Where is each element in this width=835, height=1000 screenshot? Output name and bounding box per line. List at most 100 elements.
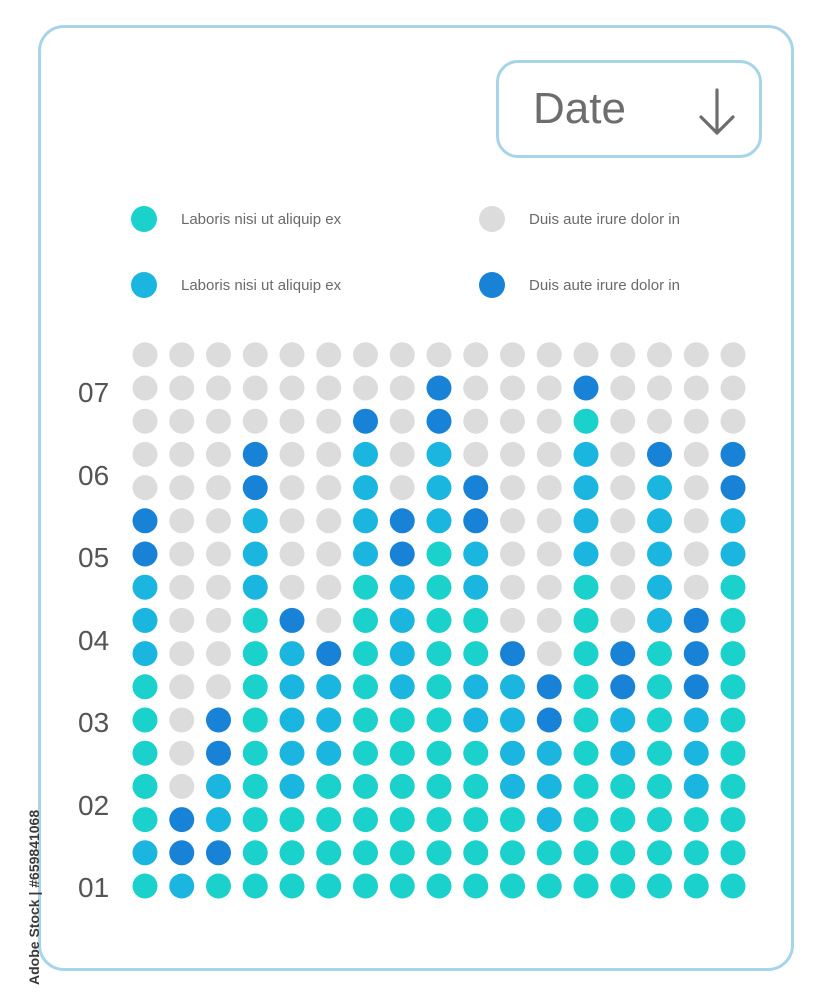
dot-light-blue xyxy=(426,441,452,467)
date-sort-button[interactable]: Date xyxy=(496,60,762,158)
dot-teal xyxy=(720,807,746,833)
dot-teal xyxy=(426,840,452,866)
dot-empty xyxy=(536,342,562,368)
arrow-down-icon xyxy=(699,88,735,135)
dot-teal xyxy=(242,773,268,799)
y-tick-label: 06 xyxy=(78,460,110,491)
dot-blue xyxy=(389,541,415,567)
dot-teal xyxy=(132,807,158,833)
dot-teal xyxy=(573,574,599,600)
legend-label: Laboris nisi ut aliquip ex xyxy=(181,276,342,294)
dot-blue xyxy=(610,641,636,667)
dot-empty xyxy=(316,408,342,434)
dot-empty xyxy=(316,475,342,501)
dot-teal xyxy=(720,873,746,899)
dot-teal xyxy=(573,807,599,833)
dot-teal xyxy=(242,607,268,633)
dot-teal xyxy=(426,873,452,899)
dot-teal xyxy=(463,873,489,899)
dot-empty xyxy=(610,508,636,534)
dot-teal xyxy=(720,840,746,866)
dot-teal xyxy=(683,840,709,866)
dot-blue xyxy=(647,441,672,467)
dot-empty xyxy=(206,641,231,667)
dot-empty xyxy=(463,375,489,401)
dot-light-blue xyxy=(720,541,746,567)
dot-empty xyxy=(500,607,525,633)
dot-empty xyxy=(242,342,268,368)
dot-teal xyxy=(389,740,415,766)
dot-teal xyxy=(573,641,599,667)
dot-empty xyxy=(242,408,268,434)
dot-light-blue xyxy=(132,641,158,667)
dot-empty xyxy=(683,574,709,600)
dot-light-blue xyxy=(720,508,746,534)
dot-teal xyxy=(132,773,158,799)
dot-empty xyxy=(279,342,305,368)
dot-empty xyxy=(206,342,231,368)
dot-teal xyxy=(647,807,672,833)
dot-empty xyxy=(610,408,636,434)
dot-light-blue xyxy=(573,475,599,501)
dot-teal xyxy=(426,740,452,766)
dot-blue xyxy=(426,375,452,401)
dot-teal xyxy=(426,641,452,667)
watermark-id: Adobe Stock | #659841068 xyxy=(26,809,42,985)
dot-teal xyxy=(720,773,746,799)
dot-empty xyxy=(242,375,268,401)
dot-empty xyxy=(169,541,195,567)
dot-empty xyxy=(169,475,195,501)
dot-light-blue xyxy=(683,740,709,766)
dot-empty xyxy=(132,375,158,401)
dot-teal xyxy=(720,707,746,733)
dot-teal xyxy=(353,674,378,700)
dot-empty xyxy=(500,408,525,434)
dot-light-blue xyxy=(316,740,342,766)
dot-light-blue xyxy=(389,607,415,633)
dot-light-blue xyxy=(683,773,709,799)
dot-teal xyxy=(353,607,378,633)
dot-teal xyxy=(389,873,415,899)
dot-light-blue xyxy=(683,707,709,733)
dot-empty xyxy=(279,541,305,567)
dot-empty xyxy=(132,342,158,368)
dot-empty xyxy=(132,408,158,434)
dot-teal xyxy=(389,773,415,799)
dot-empty xyxy=(536,441,562,467)
dot-empty xyxy=(610,541,636,567)
dot-empty xyxy=(353,375,378,401)
dot-light-blue xyxy=(279,674,305,700)
dot-light-blue xyxy=(353,508,378,534)
dot-empty xyxy=(169,574,195,600)
dot-empty xyxy=(206,541,231,567)
dot-light-blue xyxy=(463,574,489,600)
dot-light-blue xyxy=(536,773,562,799)
dot-empty xyxy=(279,375,305,401)
dot-light-blue xyxy=(500,740,525,766)
dot-light-blue xyxy=(389,574,415,600)
dot-blue xyxy=(536,674,562,700)
dot-teal xyxy=(316,807,342,833)
dot-empty xyxy=(463,441,489,467)
dot-empty xyxy=(683,408,709,434)
dot-blue xyxy=(279,607,305,633)
dot-empty xyxy=(683,441,709,467)
dot-teal xyxy=(720,574,746,600)
dot-empty xyxy=(720,342,746,368)
dot-empty xyxy=(206,441,231,467)
dot-light-blue xyxy=(242,574,268,600)
dot-teal xyxy=(389,707,415,733)
dot-empty xyxy=(169,508,195,534)
dot-empty xyxy=(279,508,305,534)
legend-item-blue: Duis aute irure dolor in xyxy=(479,272,680,298)
dot-light-blue xyxy=(353,541,378,567)
dot-light-blue xyxy=(316,707,342,733)
dot-empty xyxy=(610,375,636,401)
dot-empty xyxy=(573,342,599,368)
dot-teal xyxy=(610,807,636,833)
dot-empty xyxy=(389,408,415,434)
dot-empty xyxy=(683,508,709,534)
dot-empty xyxy=(169,707,195,733)
dot-teal xyxy=(573,873,599,899)
dot-empty xyxy=(536,607,562,633)
